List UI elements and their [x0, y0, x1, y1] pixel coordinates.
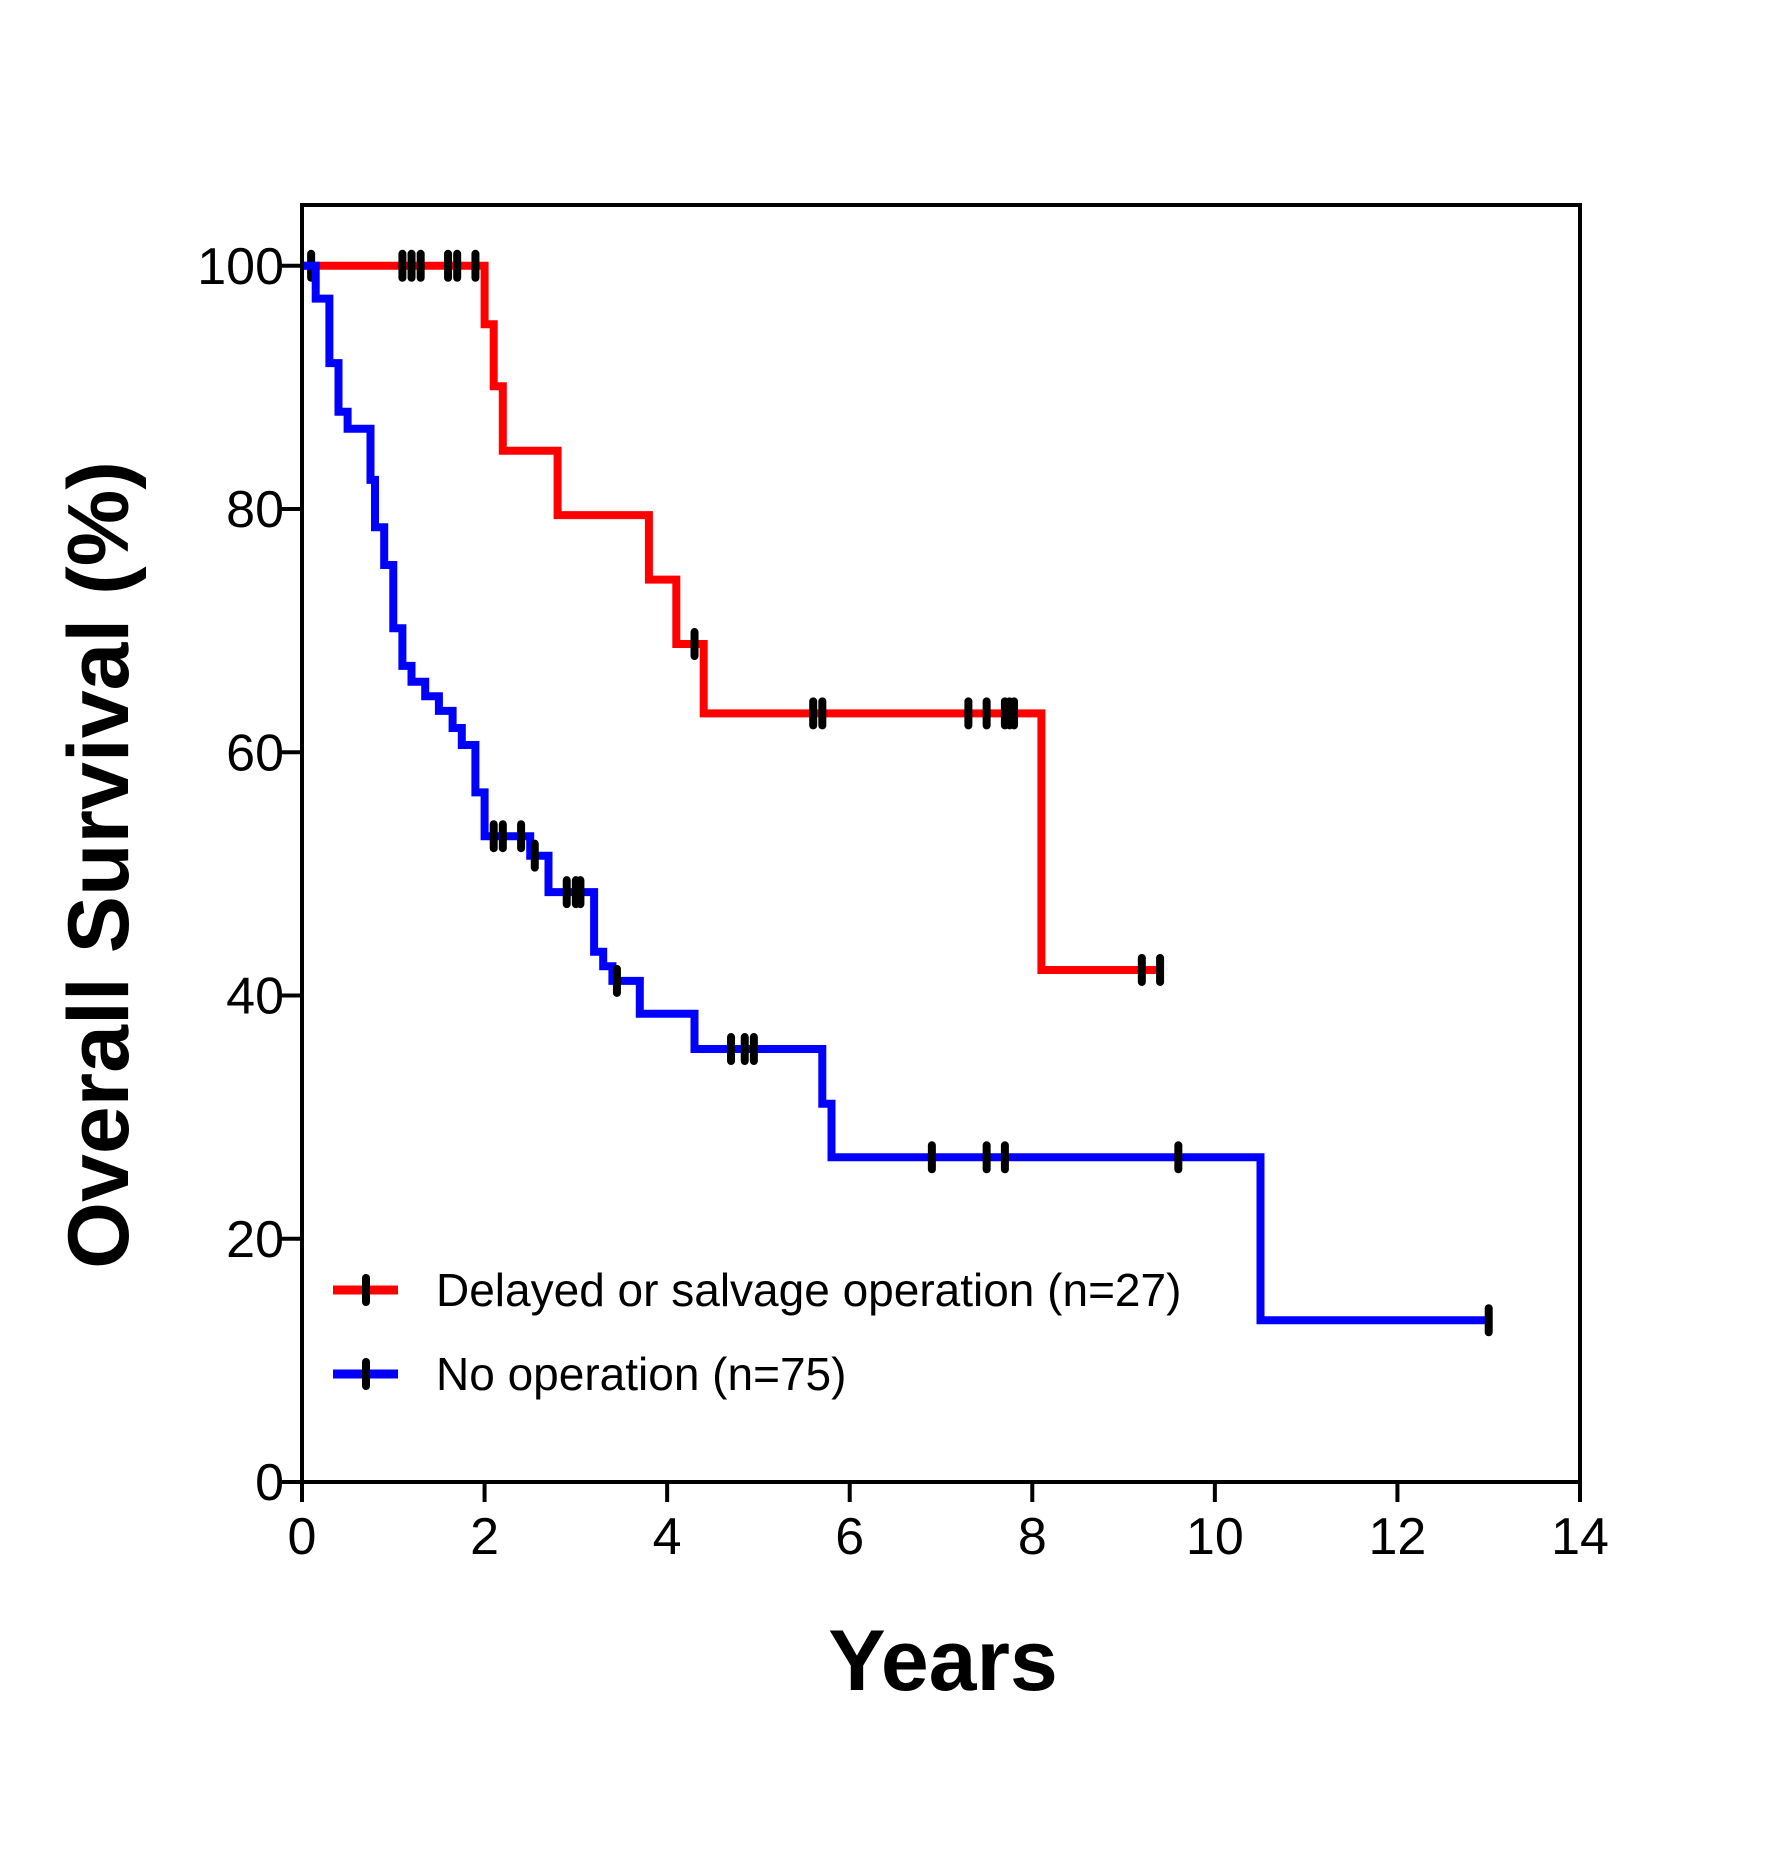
- legend-label-2: No operation (n=75): [436, 1348, 846, 1400]
- x-tick-label-2: 2: [470, 1508, 499, 1566]
- x-axis-title: Years: [828, 1613, 1058, 1709]
- y-tick-label-40: 40: [226, 968, 284, 1026]
- x-tick-label-10: 10: [1186, 1508, 1244, 1566]
- axes: 0 2 4 6 8 10 12 14 0 20 40 60 80 100: [197, 203, 1609, 1566]
- x-tick-label-12: 12: [1369, 1508, 1427, 1566]
- y-tick-label-0: 0: [255, 1454, 284, 1512]
- x-tick-label-14: 14: [1551, 1508, 1609, 1566]
- y-tick-label-100: 100: [197, 238, 284, 296]
- x-tick-label-0: 0: [288, 1508, 317, 1566]
- plot-frame: [300, 203, 1582, 1484]
- series-line-1: [302, 261, 1161, 974]
- y-tick-label-80: 80: [226, 481, 284, 539]
- plot-area: [302, 249, 1493, 1337]
- legend-label-1: Delayed or salvage operation (n=27): [436, 1264, 1181, 1316]
- y-tick-label-60: 60: [226, 724, 284, 782]
- x-tick-label-6: 6: [835, 1508, 864, 1566]
- y-axis-title: Overall Survival (%): [51, 461, 147, 1269]
- series-line-2: [302, 261, 1489, 1325]
- x-tick-label-8: 8: [1018, 1508, 1047, 1566]
- x-tick-label-4: 4: [653, 1508, 682, 1566]
- y-tick-label-20: 20: [226, 1211, 284, 1269]
- legend: Delayed or salvage operation (n=27) No op…: [333, 1264, 1181, 1400]
